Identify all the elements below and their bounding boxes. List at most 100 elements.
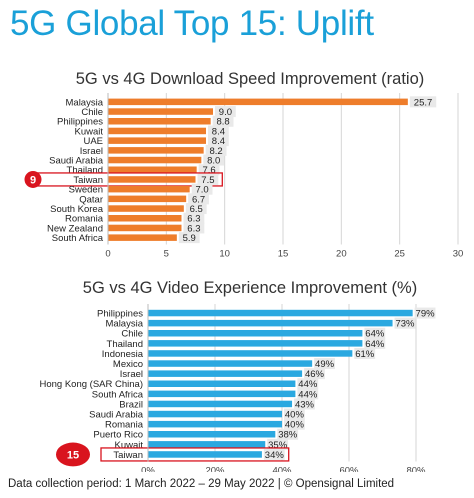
category-label: Romania — [105, 420, 144, 431]
data-label-background — [212, 115, 234, 127]
data-label-background — [203, 154, 225, 166]
data-label-background — [208, 135, 229, 147]
rank-badge-label: 15 — [67, 449, 79, 461]
data-label-background — [354, 347, 376, 359]
bar — [108, 166, 197, 173]
data-label: 9.0 — [219, 107, 232, 118]
category-label: Chile — [81, 107, 103, 118]
bar — [108, 224, 182, 232]
download-chart-title: 5G vs 4G Download Speed Improvement (rat… — [75, 70, 425, 88]
rank-badge-label: 9 — [30, 174, 36, 186]
data-label-background — [178, 232, 200, 244]
data-label: 8.8 — [216, 117, 229, 128]
data-label-background — [263, 448, 285, 460]
data-label-background — [183, 222, 205, 234]
bar — [108, 147, 204, 154]
data-label-background — [364, 327, 386, 339]
category-label: Israel — [80, 146, 103, 157]
rank-badge — [24, 170, 42, 188]
x-tick-label: 15 — [278, 249, 289, 260]
category-label: Thailand — [67, 165, 103, 176]
data-label: 64% — [365, 339, 385, 350]
bar — [148, 380, 296, 387]
data-label: 8.0 — [207, 155, 220, 166]
x-tick-label: 80% — [406, 466, 426, 473]
category-label: Sweden — [69, 185, 103, 196]
bar — [148, 309, 413, 317]
category-label: Hong Kong (SAR China) — [40, 379, 144, 390]
category-label: Kuwait — [114, 440, 143, 451]
category-label: Saudi Arabia — [49, 155, 104, 166]
data-label: 46% — [305, 369, 325, 380]
data-label-background — [188, 193, 209, 205]
data-label: 6.3 — [187, 214, 200, 225]
category-label: Brazil — [119, 399, 143, 410]
data-label: 44% — [298, 389, 318, 400]
bar — [148, 360, 313, 367]
data-label: 6.7 — [192, 194, 205, 205]
bar — [148, 370, 303, 377]
x-tick-label: 20% — [205, 466, 225, 473]
rank-badge — [56, 442, 90, 467]
category-label: Malaysia — [66, 97, 104, 108]
category-label: Malaysia — [106, 319, 144, 330]
highlight-box — [100, 447, 290, 462]
data-label: 8.2 — [209, 146, 222, 157]
category-label: Israel — [120, 369, 143, 380]
data-label-background — [267, 438, 289, 450]
download-speed-chart: 0 5 10 15 20 25 30 Malaysia 25.7 Chile 9.0 Philippi… — [24, 93, 464, 260]
category-label: Philippines — [97, 308, 143, 319]
category-label: Philippines — [57, 117, 103, 128]
data-label: 49% — [315, 359, 335, 370]
bar — [108, 118, 211, 125]
data-label: 40% — [285, 409, 305, 420]
data-label-background — [297, 378, 319, 390]
data-label-background — [284, 418, 305, 430]
category-label: Taiwan — [113, 450, 143, 461]
category-label: Mexico — [113, 359, 143, 370]
bar — [108, 137, 206, 144]
data-label: 5.9 — [183, 233, 196, 244]
data-label-background — [314, 358, 335, 370]
bar — [148, 400, 293, 408]
category-label: Qatar — [79, 194, 103, 205]
bar — [148, 390, 296, 398]
data-label: 64% — [365, 329, 385, 340]
bar — [148, 451, 262, 458]
x-tick-label: 30 — [453, 249, 464, 260]
bar — [108, 156, 202, 164]
data-label-background — [409, 96, 437, 108]
data-label-background — [191, 183, 213, 195]
bar — [108, 215, 182, 222]
data-label-background — [205, 144, 227, 156]
data-label-background — [364, 337, 386, 349]
data-label-background — [215, 106, 236, 118]
data-label: 6.3 — [187, 223, 200, 234]
data-label-background — [414, 307, 436, 319]
bar — [108, 127, 206, 135]
category-label: Taiwan — [73, 175, 103, 186]
data-label: 79% — [416, 308, 436, 319]
x-tick-label: 40% — [272, 466, 292, 473]
category-label: Thailand — [107, 339, 143, 350]
page-title: 5G Global Top 15: Uplift — [10, 4, 374, 43]
bar — [148, 350, 353, 357]
data-label: 43% — [295, 399, 315, 410]
category-label: UAE — [83, 136, 103, 147]
category-label: New Zealand — [47, 223, 103, 234]
bar — [148, 431, 276, 438]
footer-note: Data collection period: 1 March 2022 – 2… — [8, 478, 395, 490]
data-label-background — [304, 368, 325, 380]
data-label: 8.4 — [212, 126, 225, 137]
data-label: 73% — [395, 319, 415, 330]
data-label-background — [183, 212, 205, 224]
bar — [108, 108, 213, 115]
category-label: Chile — [121, 329, 143, 340]
video-chart-title: 5G vs 4G Video Experience Improvement (%… — [82, 279, 418, 297]
data-label-background — [284, 408, 305, 420]
bar — [148, 420, 282, 428]
category-label: Romania — [65, 214, 104, 225]
data-label: 6.5 — [190, 204, 203, 215]
data-label: 34% — [265, 450, 285, 461]
bar — [108, 98, 408, 106]
